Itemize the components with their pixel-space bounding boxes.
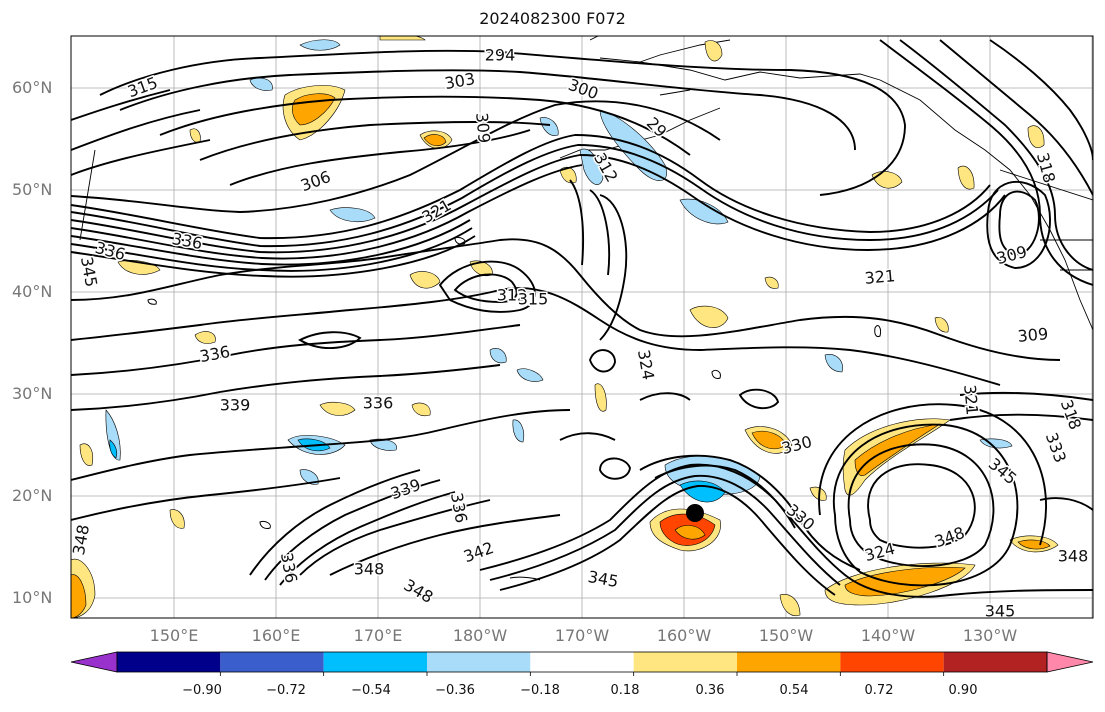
- contour-label: 321: [864, 266, 896, 288]
- contour-label: 315: [518, 290, 549, 309]
- colorbar-segment: [943, 652, 1047, 672]
- colorbar-segment: [737, 652, 841, 672]
- colorbar: [70, 651, 1094, 676]
- storm-center-marker: [686, 504, 704, 522]
- contour-label: 348: [354, 560, 385, 579]
- lat-label-40n: 40°N: [12, 282, 53, 301]
- colorbar-tick-label: 0.54: [779, 683, 809, 698]
- lon-label-160e: 160°E: [251, 626, 301, 645]
- lon-label-170w: 170°W: [554, 626, 610, 645]
- colorbar-tick-label: −0.18: [520, 683, 560, 698]
- colorbar-segment: [427, 652, 531, 672]
- contour-lines: [71, 39, 1093, 598]
- lon-label-130w: 130°W: [962, 626, 1018, 645]
- lat-label-30n: 30°N: [12, 384, 53, 403]
- colorbar-segment: [117, 652, 221, 672]
- lat-label-20n: 20°N: [12, 486, 53, 505]
- map-title: 2024082300 F072: [479, 9, 626, 28]
- contour-label: 348: [69, 523, 93, 556]
- lon-label-150w: 150°W: [758, 626, 814, 645]
- colorbar-tick-label: 0.72: [864, 683, 894, 698]
- gridlines: [71, 36, 1093, 618]
- contour-label: 312: [497, 286, 528, 305]
- colorbar-tick-label: 0.36: [695, 683, 725, 698]
- lon-label-150e: 150°E: [149, 626, 199, 645]
- colorbar-tick-label: 0.90: [948, 683, 978, 698]
- contour-label: 345: [985, 602, 1016, 621]
- colorbar-tick-label: −0.90: [182, 683, 222, 698]
- map-frame: [70, 35, 1094, 619]
- colorbar-segment: [323, 652, 427, 672]
- colorbar-segment: [220, 652, 324, 672]
- colorbar-extend-high: [1046, 651, 1094, 673]
- lon-label-160w: 160°W: [656, 626, 712, 645]
- contour-label: 348: [1058, 547, 1089, 566]
- minor-contours: [147, 237, 881, 581]
- lon-label-170e: 170°E: [353, 626, 403, 645]
- lon-label-140w: 140°W: [860, 626, 916, 645]
- colorbar-tick-label: −0.36: [435, 683, 475, 698]
- lat-label-50n: 50°N: [12, 180, 53, 199]
- colorbar-extend-low: [70, 651, 118, 673]
- colorbar-segment: [530, 652, 634, 672]
- lat-label-60n: 60°N: [12, 78, 53, 97]
- contour-label: 321: [960, 384, 982, 416]
- contour-label: 309: [472, 112, 494, 144]
- contour-label: 309: [1017, 324, 1049, 346]
- colorbar-tick-label: −0.72: [266, 683, 306, 698]
- contour-label: 294: [485, 46, 516, 65]
- colorbar-tick-label: −0.54: [351, 683, 391, 698]
- contour-label: 339: [220, 396, 251, 415]
- colorbar-segment: [840, 652, 944, 672]
- lon-label-180w: 180°W: [452, 626, 508, 645]
- colorbar-frame: [116, 651, 1048, 673]
- colorbar-segment: [633, 652, 737, 672]
- lat-label-10n: 10°N: [12, 588, 53, 607]
- contour-label: 336: [363, 394, 394, 413]
- colorbar-tick-label: 0.18: [610, 683, 640, 698]
